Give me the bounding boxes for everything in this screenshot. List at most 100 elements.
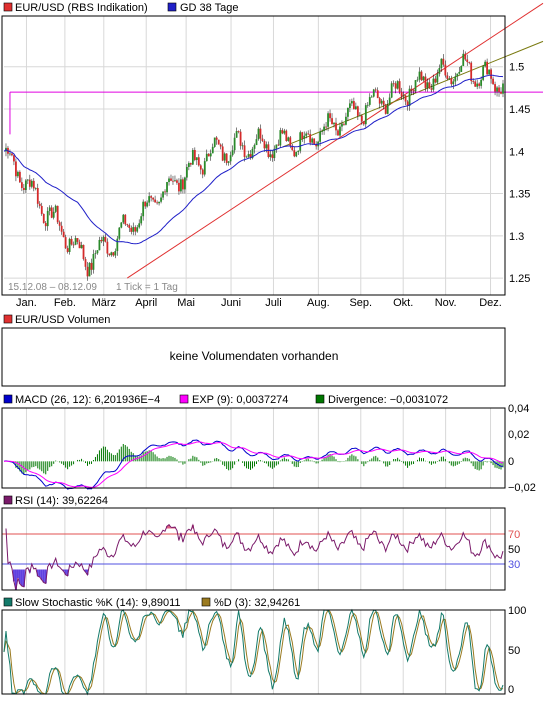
candle-body — [486, 61, 488, 75]
candle-body — [60, 225, 63, 232]
candle-body — [197, 157, 200, 166]
candle-body — [259, 128, 262, 139]
macd-legend-swatch-3 — [315, 394, 325, 404]
volume-panel: EUR/USD Volumen keine Volumendaten vorha… — [1, 314, 506, 387]
price-legend-label-1: EUR/USD (RBS Indikation) — [15, 2, 148, 14]
candle-body — [138, 223, 141, 228]
macd-grid — [25, 408, 492, 488]
candle-body — [217, 139, 220, 145]
candle-body — [428, 82, 431, 89]
candle-body — [34, 187, 37, 189]
macd-tick-2: 0 — [508, 456, 514, 468]
candle-body — [136, 227, 139, 232]
candle-body — [154, 199, 156, 203]
candle-body — [241, 145, 244, 147]
no-volume-message: keine Volumendaten vorhanden — [170, 349, 339, 363]
candle-body — [162, 191, 164, 198]
candle-body — [148, 196, 151, 203]
candle-body — [351, 101, 353, 104]
macd-legend-swatch-1 — [3, 394, 13, 404]
candle-body — [472, 81, 475, 82]
candle-body — [112, 252, 115, 256]
price-x-tick-label: April — [135, 297, 157, 309]
macd-tick-0: 0,04 — [508, 403, 529, 415]
candle-body — [78, 241, 81, 249]
candle-body — [414, 80, 417, 92]
candle-body — [146, 202, 149, 207]
candle-body — [362, 121, 365, 125]
candle-body — [281, 130, 284, 134]
price-panel: EUR/USD (RBS Indikation) GD 38 Tage 1.25… — [1, 2, 544, 309]
candle-body — [372, 89, 375, 97]
candle-body — [193, 150, 196, 161]
candle-body — [120, 222, 123, 228]
candle-body — [370, 96, 373, 98]
candle-body — [239, 131, 242, 146]
macd-line — [3, 439, 504, 490]
candle-body — [376, 90, 379, 99]
sma-38-line — [3, 74, 504, 245]
candle-body — [408, 88, 411, 106]
candle-body — [160, 197, 162, 202]
candle-body — [215, 137, 218, 140]
candle-body — [358, 115, 361, 117]
candle-body — [209, 153, 212, 157]
candle-body — [434, 78, 437, 83]
candle-body — [285, 130, 288, 141]
price-grid — [4, 16, 503, 295]
candle-body — [277, 144, 280, 146]
candle-body — [13, 155, 15, 162]
candle-body — [349, 103, 351, 108]
rsi-plot-frame — [1, 507, 506, 591]
candle-body — [195, 157, 198, 161]
candle-body — [251, 148, 254, 159]
candle-body — [488, 69, 490, 75]
candle-body — [325, 126, 327, 128]
candle-body — [116, 238, 119, 252]
macd-panel: MACD (26, 12): 6,201936E−4 EXP (9): 0,00… — [1, 394, 536, 494]
candle-body — [30, 180, 33, 187]
candle-body — [287, 137, 290, 141]
olive-trendline — [282, 40, 544, 148]
candle-body — [321, 131, 323, 132]
candle-body — [114, 251, 117, 256]
candle-body — [124, 214, 127, 225]
candle-body — [221, 146, 224, 161]
candle-body — [142, 201, 145, 217]
price-y-tick-label: 1.45 — [509, 104, 530, 116]
candle-body — [424, 76, 427, 88]
candle-body — [388, 97, 391, 105]
price-candles — [5, 49, 504, 281]
candle-body — [438, 68, 441, 74]
date-range-label: 15.12.08 – 08.12.09 — [8, 282, 97, 293]
candle-body — [492, 78, 494, 85]
candle-body — [422, 76, 425, 81]
candle-body — [172, 180, 174, 182]
candle-body — [368, 97, 371, 105]
candle-body — [176, 180, 178, 183]
candle-body — [299, 132, 302, 151]
candle-body — [458, 71, 461, 74]
stoch-legend-swatch-2 — [201, 597, 211, 607]
candle-body — [219, 144, 222, 147]
candle-body — [327, 113, 329, 127]
candle-body — [378, 98, 381, 104]
candle-body — [106, 241, 109, 254]
candle-body — [430, 88, 433, 90]
candle-body — [233, 137, 236, 151]
candle-body — [22, 187, 25, 191]
candle-body — [498, 87, 500, 92]
candle-body — [466, 59, 469, 63]
candle-body — [279, 130, 282, 146]
price-x-tick-label: März — [92, 297, 116, 309]
candle-body — [283, 130, 286, 134]
candle-body — [58, 222, 61, 226]
candle-body — [273, 148, 276, 159]
candle-body — [213, 137, 216, 147]
candle-body — [347, 107, 349, 117]
candle-body — [460, 65, 463, 72]
candle-body — [94, 253, 97, 255]
candle-body — [108, 253, 111, 256]
macd-tick-3: −0,02 — [508, 482, 536, 494]
candle-body — [110, 252, 113, 256]
